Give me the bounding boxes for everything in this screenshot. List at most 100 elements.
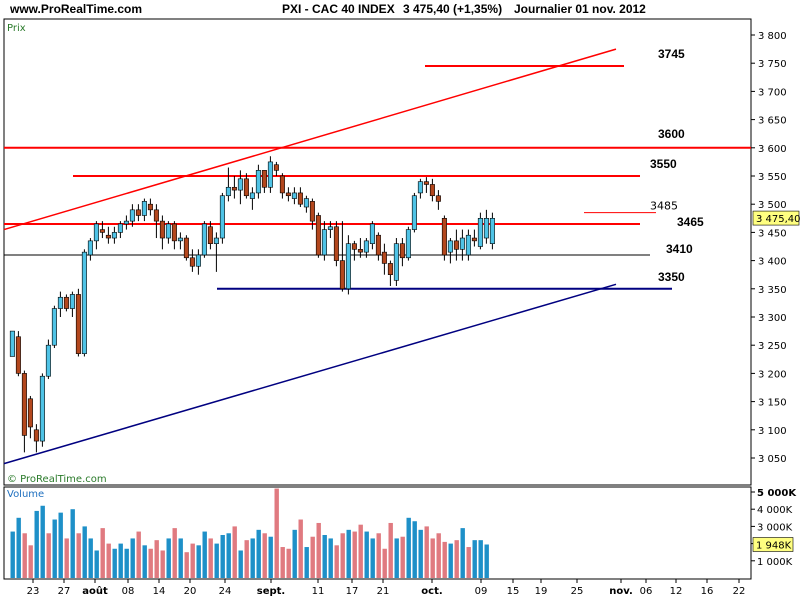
volume-bar	[388, 522, 393, 578]
y-tick-label: 3 050	[758, 454, 787, 465]
candle-body	[303, 198, 309, 208]
volume-bar	[244, 540, 249, 578]
candle-body	[237, 178, 243, 191]
candle-body	[405, 229, 411, 259]
candle	[303, 195, 309, 213]
site-name[interactable]: www.ProRealTime.com	[10, 2, 143, 16]
volume-bar	[76, 533, 81, 578]
volume-bar	[88, 538, 93, 578]
candle	[129, 204, 135, 227]
candle-body	[297, 192, 303, 205]
candle	[189, 249, 195, 272]
candle-body	[345, 243, 351, 290]
candle	[207, 221, 213, 250]
candle	[279, 173, 285, 199]
volume-bar	[250, 538, 255, 578]
candle-body	[267, 161, 273, 188]
candle	[285, 187, 291, 202]
candle	[243, 173, 249, 199]
candle-body	[177, 237, 183, 242]
candle	[417, 178, 423, 199]
volume-bar	[10, 531, 15, 578]
level-label-3485: 3485	[650, 200, 678, 213]
volume-bar	[328, 538, 333, 578]
candle	[63, 294, 69, 312]
price-panel-title: Prix	[7, 23, 26, 34]
candle-body	[27, 398, 33, 428]
x-tick-label: 16	[701, 586, 714, 597]
candle	[489, 212, 495, 250]
volume-bar	[346, 529, 351, 578]
candle	[225, 167, 231, 202]
candle	[399, 238, 405, 267]
candle	[51, 305, 57, 349]
candle-body	[129, 209, 135, 222]
volume-bar	[256, 529, 261, 578]
candle-body	[21, 373, 27, 436]
x-tick-label: sept.	[257, 586, 285, 597]
candle-body	[423, 181, 429, 185]
candle	[219, 192, 225, 244]
candle	[69, 291, 75, 317]
candle	[297, 187, 303, 208]
last-volume-label: 1 948K	[756, 540, 792, 551]
volume-bar	[172, 528, 177, 578]
candle-body	[321, 229, 327, 256]
candle	[255, 164, 261, 199]
volume-bar	[136, 531, 141, 578]
instrument-name: PXI - CAC 40 INDEX	[282, 2, 395, 16]
candle	[117, 221, 123, 239]
candle-body	[399, 243, 405, 259]
candle	[99, 221, 105, 239]
volume-bar	[478, 540, 483, 578]
candle	[165, 221, 171, 244]
candle	[75, 288, 81, 357]
volume-bar	[16, 517, 21, 578]
candle-body	[387, 263, 393, 276]
volume-bar	[52, 519, 57, 578]
candle-body	[255, 170, 261, 194]
candle-body	[279, 175, 285, 194]
candle	[45, 339, 51, 380]
candle	[177, 232, 183, 250]
volume-bar	[376, 533, 381, 578]
volume-bar	[304, 547, 309, 578]
candle	[375, 232, 381, 261]
candle-body	[483, 218, 489, 239]
volume-panel-title: Volume	[7, 489, 44, 500]
candle-body	[93, 223, 99, 242]
volume-bar	[184, 552, 189, 578]
volume-bar	[208, 538, 213, 578]
y-tick-label: 3 800	[758, 31, 787, 42]
volume-bar	[196, 545, 201, 578]
last-price-label: 3 475,40	[756, 214, 800, 225]
candle-body	[225, 186, 231, 197]
candle-body	[285, 192, 291, 197]
candle-body	[171, 223, 177, 242]
volume-bar	[34, 510, 39, 578]
candle	[483, 209, 489, 244]
volume-bar	[394, 538, 399, 578]
volume-bar	[412, 521, 417, 578]
volume-bar	[454, 540, 459, 578]
x-tick-label: 17	[346, 586, 359, 597]
candle	[183, 235, 189, 261]
candle-body	[117, 223, 123, 233]
volume-bar	[232, 526, 237, 578]
last-price-badge	[752, 210, 800, 226]
candle	[291, 187, 297, 205]
candle-body	[453, 240, 459, 250]
candle-body	[63, 296, 69, 309]
candle	[87, 238, 93, 261]
x-tick-label: 09	[475, 586, 488, 597]
candle-body	[291, 192, 297, 199]
volume-bar	[442, 541, 447, 578]
candle-body	[411, 195, 417, 230]
volume-bar	[436, 533, 441, 578]
candle-body	[207, 226, 213, 244]
candle	[351, 240, 357, 261]
lower-trendline	[3, 283, 617, 465]
candle	[393, 238, 399, 286]
candle	[21, 370, 27, 453]
